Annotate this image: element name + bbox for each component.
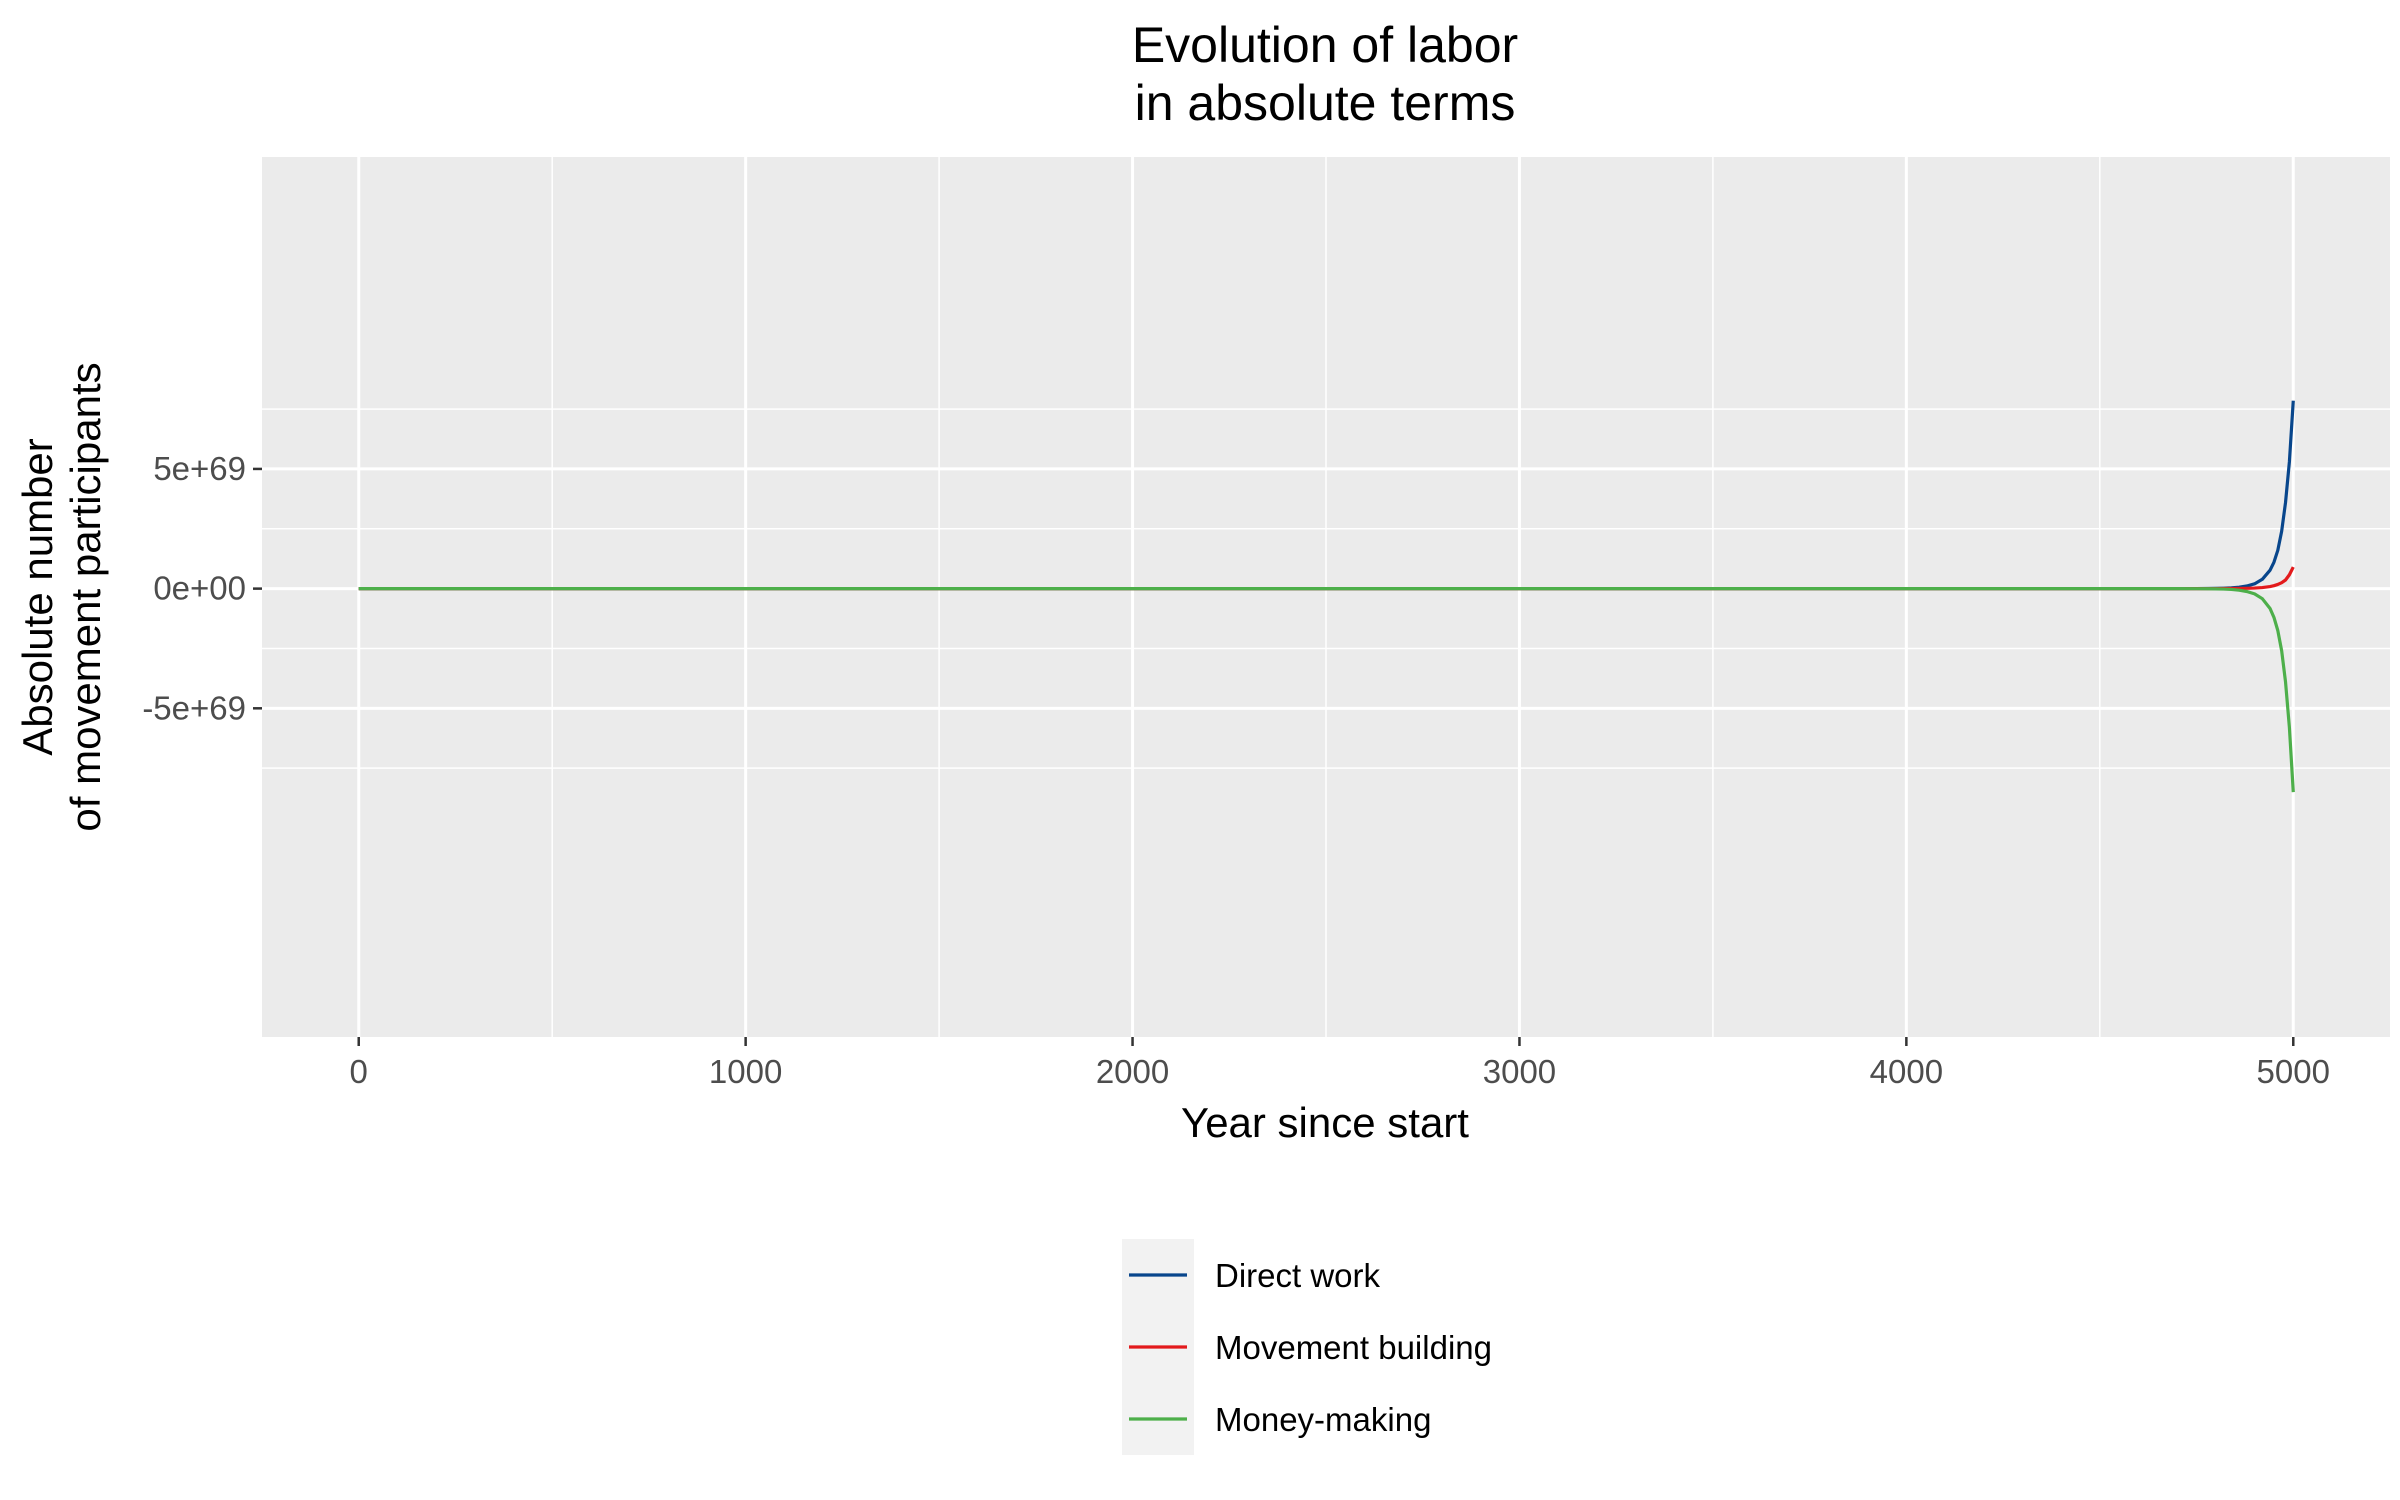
chart-title-line-1: Evolution of labor: [1132, 17, 1518, 73]
x-tick-label: 2000: [1096, 1053, 1169, 1090]
y-tick-label: 5e+69: [153, 450, 246, 487]
grid-minor: [262, 157, 2390, 1037]
legend-label-movement-building: Movement building: [1215, 1329, 1492, 1366]
y-tick-label: 0e+00: [153, 570, 246, 607]
x-tick-label: 5000: [2257, 1053, 2330, 1090]
y-axis-title-line-1: Absolute number: [14, 438, 61, 756]
x-tick-label: 1000: [709, 1053, 782, 1090]
x-tick-label: 3000: [1483, 1053, 1556, 1090]
chart-title-line-2: in absolute terms: [1135, 75, 1516, 131]
x-tick-label: 0: [350, 1053, 368, 1090]
x-tick-label: 4000: [1870, 1053, 1943, 1090]
x-axis-title: Year since start: [1181, 1099, 1469, 1146]
legend: Direct work Movement building Money-making: [1122, 1239, 1492, 1455]
series-line-money-making: [358, 587, 2295, 793]
chart-title: Evolution of labor in absolute terms: [1132, 17, 1518, 131]
x-axis: 0 1000 2000 3000 4000 5000: [350, 1037, 2330, 1090]
y-axis: 5e+69 0e+00 -5e+69: [142, 450, 262, 726]
grid-major: [262, 157, 2390, 1037]
y-tick-label: -5e+69: [142, 689, 246, 726]
legend-entries: Direct work Movement building Money-making: [1129, 1257, 1492, 1438]
legend-label-direct-work: Direct work: [1215, 1257, 1381, 1294]
y-axis-title: Absolute number of movement participants: [14, 362, 109, 831]
legend-label-money-making: Money-making: [1215, 1401, 1431, 1438]
series-lines: [358, 400, 2295, 793]
y-axis-title-line-2: of movement participants: [62, 362, 109, 831]
